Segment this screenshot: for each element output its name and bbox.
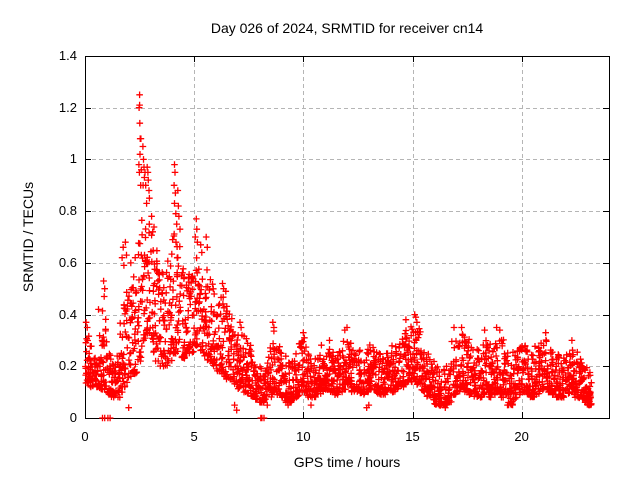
data-points [82,91,595,422]
x-tick-label: 5 [190,429,198,444]
y-tick-label: 0.2 [58,358,77,374]
tick-marks [85,56,609,419]
y-tick-label: 0 [69,410,77,425]
y-tick-label: 0.6 [58,254,77,270]
chart-title: Day 026 of 2024, SRMTID for receiver cn1… [210,20,484,36]
plot-border [85,56,610,419]
y-tick-label: 1 [69,151,77,167]
x-tick-label: 15 [405,429,420,444]
x-tick-label: 20 [514,429,529,444]
y-tick-label: 1.4 [58,48,77,63]
x-tick-label: 0 [81,429,89,444]
y-tick-label: 0.8 [58,203,77,219]
y-tick-label: 1.2 [58,99,77,115]
x-tick-label: 10 [296,429,311,444]
x-axis-label: GPS time / hours [293,454,401,470]
y-tick-label: 0.4 [58,306,77,322]
